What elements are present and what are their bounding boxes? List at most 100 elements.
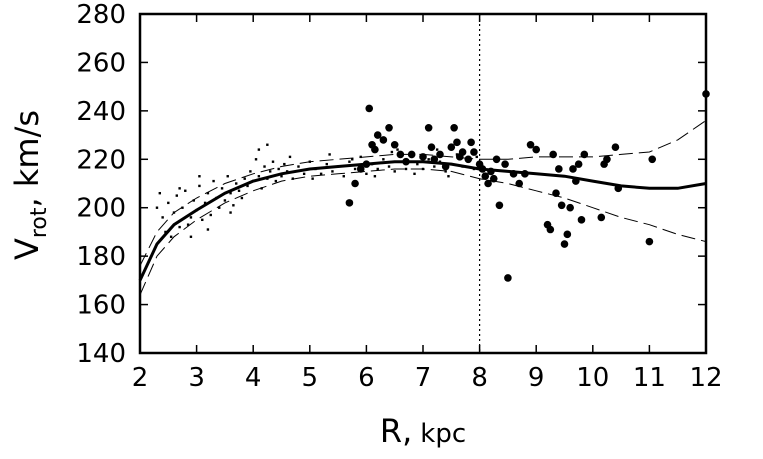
rotation-curve: [138, 160, 707, 282]
small-data-point: [235, 182, 238, 185]
small-data-point: [475, 155, 478, 159]
small-data-point: [376, 167, 379, 171]
x-axis-label: R, kpc: [380, 412, 466, 450]
large-data-point: [464, 155, 473, 164]
large-data-point: [509, 170, 518, 178]
small-data-point: [325, 162, 328, 166]
small-data-point: [399, 160, 402, 163]
small-data-point: [396, 148, 399, 151]
small-data-point: [184, 189, 187, 192]
x-tick-label: 2: [132, 363, 149, 393]
small-data-point: [285, 170, 289, 173]
data-points: [155, 90, 710, 282]
large-data-point: [487, 167, 495, 176]
x-tick-label: 4: [245, 363, 262, 393]
y-tick-label: 240: [76, 97, 126, 127]
large-data-point: [351, 179, 359, 188]
small-data-point: [416, 162, 419, 166]
large-data-point: [648, 155, 657, 164]
small-data-point: [172, 211, 176, 214]
small-data-point: [237, 189, 241, 192]
small-data-point: [206, 191, 210, 195]
y-tick-label: 180: [76, 242, 126, 272]
x-tick-label: 7: [415, 363, 432, 393]
small-data-point: [277, 167, 280, 171]
small-data-point: [229, 191, 232, 195]
small-data-point: [450, 162, 453, 166]
x-tick-label: 12: [689, 363, 722, 393]
large-data-point: [515, 179, 524, 188]
large-data-point: [492, 155, 501, 164]
large-data-point: [356, 165, 365, 173]
small-data-point: [192, 199, 195, 202]
large-data-point: [546, 225, 555, 234]
small-data-point: [181, 206, 184, 209]
x-tick-label: 8: [471, 363, 488, 393]
large-data-point: [379, 136, 388, 144]
small-data-point: [198, 184, 201, 188]
large-data-point: [484, 179, 492, 188]
small-data-point: [444, 170, 447, 173]
large-data-point: [555, 165, 563, 173]
small-data-point: [271, 160, 275, 163]
large-data-point: [501, 160, 509, 168]
large-data-point: [458, 148, 467, 156]
small-data-point: [365, 172, 368, 176]
small-data-point: [223, 199, 227, 202]
large-data-point: [362, 160, 371, 168]
large-data-point: [481, 172, 490, 181]
y-tick-label: 200: [76, 194, 126, 224]
small-data-point: [266, 143, 269, 146]
large-data-point: [373, 131, 382, 139]
small-data-point: [390, 150, 394, 154]
small-data-point: [427, 158, 430, 161]
small-data-point: [421, 167, 425, 171]
small-data-point: [438, 160, 442, 163]
small-data-point: [274, 179, 278, 183]
small-data-point: [198, 175, 201, 178]
small-data-point: [370, 162, 374, 166]
y-tick-label: 260: [76, 48, 126, 78]
large-data-point: [447, 143, 456, 151]
small-data-point: [393, 170, 396, 173]
large-data-point: [385, 124, 393, 132]
y-tick-label: 140: [76, 339, 126, 369]
small-data-point: [331, 170, 334, 173]
small-data-point: [328, 153, 331, 156]
large-data-point: [453, 138, 461, 147]
small-data-point: [472, 167, 476, 171]
large-data-point: [478, 165, 487, 173]
large-data-point: [419, 153, 427, 161]
large-data-point: [365, 104, 374, 113]
small-data-point: [435, 148, 439, 151]
small-data-point: [373, 175, 377, 178]
large-data-point: [427, 143, 436, 151]
small-data-point: [461, 165, 464, 168]
large-data-point: [560, 240, 569, 248]
large-data-point: [441, 162, 450, 171]
large-data-point: [532, 145, 540, 154]
small-data-point: [178, 225, 181, 229]
small-data-point: [413, 172, 416, 176]
small-data-point: [178, 187, 181, 190]
small-data-point: [336, 165, 340, 168]
large-data-point: [569, 165, 577, 173]
small-data-point: [311, 177, 314, 180]
small-data-point: [308, 160, 311, 163]
large-data-point: [645, 237, 654, 246]
small-data-point: [382, 158, 385, 161]
small-data-point: [169, 235, 173, 238]
large-data-point: [614, 184, 623, 193]
y-tick-label: 160: [76, 291, 126, 321]
small-data-point: [283, 162, 286, 166]
large-data-point: [504, 274, 512, 282]
small-data-point: [189, 216, 193, 219]
small-data-point: [240, 196, 244, 200]
small-data-point: [212, 179, 215, 183]
x-tick-label: 9: [528, 363, 545, 393]
y-tick-label: 220: [76, 145, 126, 175]
small-data-point: [348, 160, 351, 163]
x-tick-label: 11: [633, 363, 666, 393]
small-data-point: [195, 208, 198, 212]
